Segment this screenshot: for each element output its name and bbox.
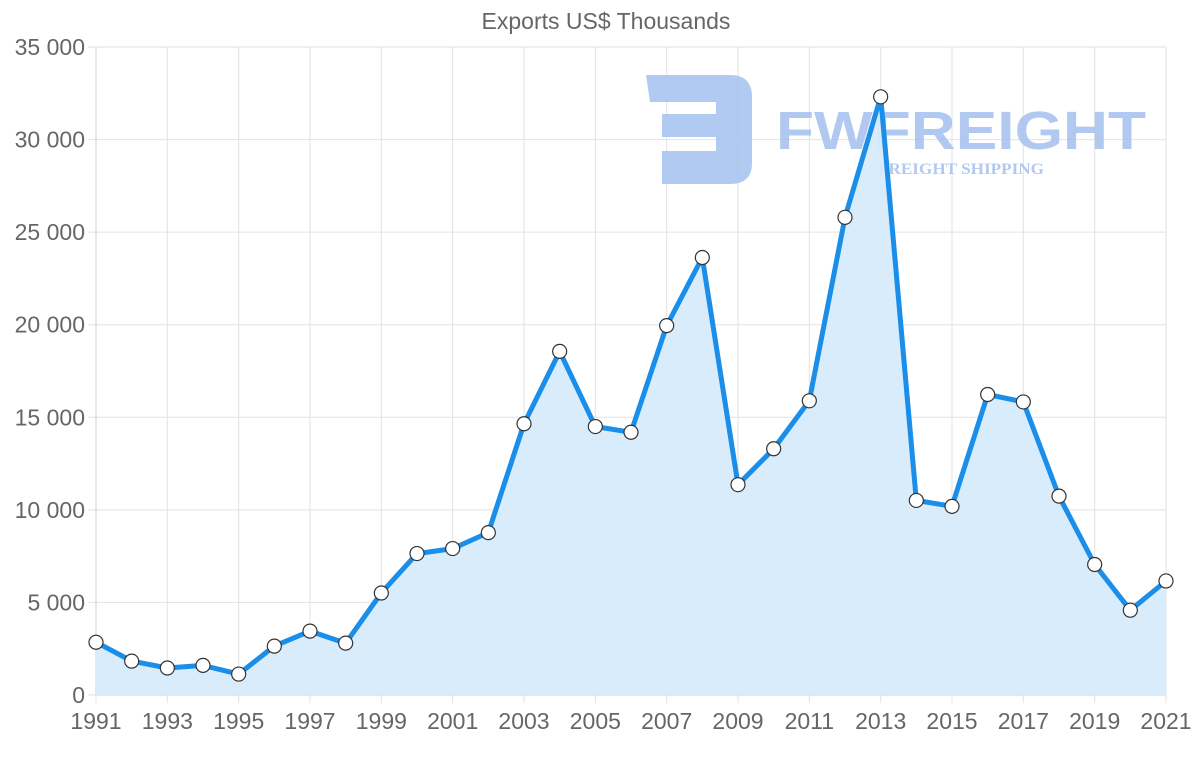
data-point-2001[interactable] xyxy=(445,540,461,557)
data-point-2011[interactable] xyxy=(801,393,817,409)
y-tick-label: 10 000 xyxy=(15,497,85,523)
data-point-2016[interactable] xyxy=(980,386,996,403)
x-tick-label: 1999 xyxy=(356,708,407,734)
y-tick-label: 15 000 xyxy=(15,404,85,430)
y-tick-label: 5 000 xyxy=(27,589,85,615)
x-tick-label: 2019 xyxy=(1069,708,1120,734)
x-tick-label: 2003 xyxy=(498,708,549,734)
data-point-2012[interactable] xyxy=(837,209,853,225)
data-point-2020[interactable] xyxy=(1122,602,1138,618)
fwfreight-logo-icon xyxy=(646,75,752,184)
data-points xyxy=(88,89,1174,682)
data-point-1996[interactable] xyxy=(266,638,282,654)
chart-title: Exports US$ Thousands xyxy=(482,8,731,34)
x-tick-label: 1997 xyxy=(284,708,335,734)
data-point-2005[interactable] xyxy=(587,418,603,435)
data-point-2019[interactable] xyxy=(1087,556,1103,573)
data-point-2004[interactable] xyxy=(552,343,568,359)
x-tick-label: 2013 xyxy=(855,708,906,734)
x-tick-label: 2009 xyxy=(712,708,763,734)
x-tick-label: 2021 xyxy=(1140,708,1191,734)
y-tick-label: 0 xyxy=(72,682,85,708)
series-area-fill xyxy=(96,96,1166,696)
x-tick-label: 2005 xyxy=(570,708,621,734)
data-point-2003[interactable] xyxy=(516,416,532,432)
y-tick-label: 30 000 xyxy=(15,127,85,153)
y-tick-label: 20 000 xyxy=(15,312,85,338)
x-axis-ticks: 1991 1993 1995 1997 1999 2001 2003 2005 2007 2009… xyxy=(70,708,1191,734)
data-point-2006[interactable] xyxy=(623,424,639,440)
data-point-2010[interactable] xyxy=(766,441,782,457)
data-point-2000[interactable] xyxy=(409,545,425,562)
data-point-1995[interactable] xyxy=(231,666,247,682)
data-point-1994[interactable] xyxy=(195,657,211,673)
y-tick-label: 25 000 xyxy=(15,219,85,245)
data-point-2021[interactable] xyxy=(1158,573,1174,589)
x-tick-label: 1991 xyxy=(70,708,121,734)
data-point-2002[interactable] xyxy=(480,525,496,541)
data-point-2015[interactable] xyxy=(944,498,960,514)
data-point-2018[interactable] xyxy=(1051,488,1067,504)
data-point-2009[interactable] xyxy=(730,477,746,493)
x-tick-label: 2001 xyxy=(427,708,478,734)
fwfreight-watermark: FWFREIGHT FREIGHT SHIPPING xyxy=(646,75,1146,184)
data-point-1999[interactable] xyxy=(373,585,389,601)
y-tick-label: 35 000 xyxy=(15,34,85,60)
data-point-2007[interactable] xyxy=(659,318,675,334)
data-point-1991[interactable] xyxy=(88,634,104,650)
data-point-2017[interactable] xyxy=(1015,394,1031,410)
data-point-1997[interactable] xyxy=(302,623,318,639)
data-point-1992[interactable] xyxy=(124,653,140,669)
data-point-1993[interactable] xyxy=(159,660,175,676)
data-point-2008[interactable] xyxy=(694,249,710,266)
x-tick-label: 1995 xyxy=(213,708,264,734)
data-point-1998[interactable] xyxy=(338,635,354,651)
watermark-brand: FWFREIGHT xyxy=(776,101,1146,161)
data-point-2014[interactable] xyxy=(908,492,924,509)
watermark-tagline: FREIGHT SHIPPING xyxy=(878,161,1045,178)
x-tick-label: 2011 xyxy=(785,708,834,734)
x-tick-label: 2015 xyxy=(926,708,977,734)
x-tick-label: 2007 xyxy=(641,708,692,734)
x-tick-label: 1993 xyxy=(142,708,193,734)
data-point-2013[interactable] xyxy=(873,89,889,105)
y-axis-ticks: 0 5 000 10 000 15 000 20 000 25 000 30 000 35 0… xyxy=(15,34,85,708)
x-tick-label: 2017 xyxy=(998,708,1049,734)
